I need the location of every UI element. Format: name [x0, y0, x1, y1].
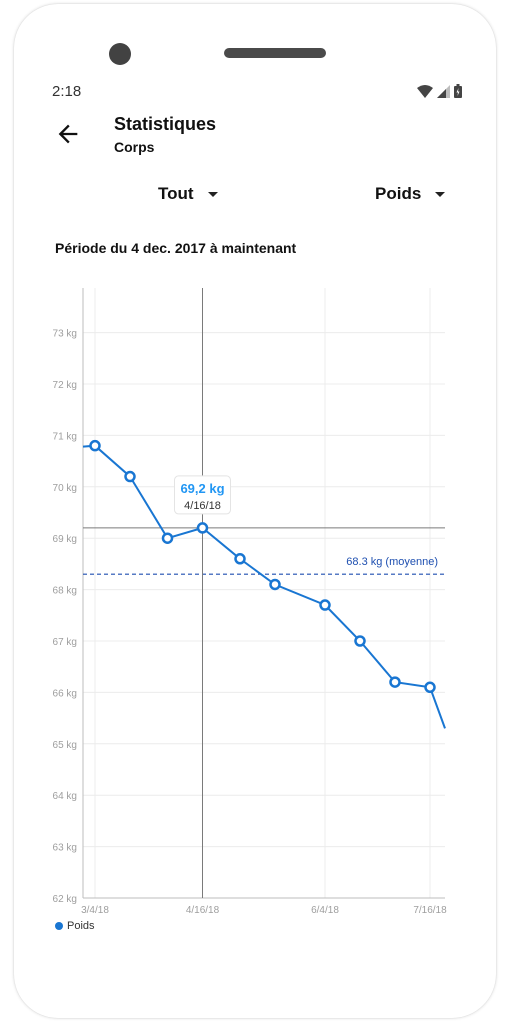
tooltip-value: 69,2 kg: [180, 481, 224, 496]
page-title: Statistiques: [114, 114, 217, 134]
battery-icon: [454, 84, 462, 98]
front-camera: [109, 43, 131, 65]
series-line-poids: [82, 444, 446, 729]
y-tick-label: 73 kg: [53, 329, 77, 340]
y-tick-label: 63 kg: [53, 843, 77, 854]
status-icons: [417, 84, 470, 98]
x-tick-label: 7/16/18: [413, 905, 447, 916]
back-arrow-icon[interactable]: [54, 120, 82, 148]
average-label: 68.3 kg (moyenne): [346, 556, 438, 568]
y-tick-label: 64 kg: [53, 791, 77, 802]
y-tick-label: 70 kg: [53, 483, 77, 494]
y-tick-label: 65 kg: [53, 740, 77, 751]
chevron-down-icon: [207, 191, 218, 197]
x-tick-label: 6/4/18: [311, 905, 339, 916]
period-dropdown[interactable]: Tout: [158, 182, 218, 206]
data-point: [161, 532, 174, 544]
chart-legend: Poids: [55, 920, 95, 932]
data-point: [196, 522, 209, 534]
app-bar: Statistiques Corps: [40, 102, 470, 166]
data-point: [389, 676, 401, 688]
data-point: [124, 470, 136, 483]
legend-marker: [55, 922, 63, 930]
cell-signal-icon: [437, 84, 450, 98]
metric-dropdown[interactable]: Poids: [375, 182, 446, 206]
page-subtitle: Corps: [114, 139, 155, 155]
y-tick-label: 66 kg: [53, 688, 77, 699]
data-point: [89, 439, 101, 452]
data-point: [354, 635, 366, 647]
x-tick-label: 3/4/18: [81, 905, 109, 916]
status-time: 2:18: [52, 82, 82, 100]
y-tick-label: 62 kg: [53, 894, 77, 905]
metric-dropdown-value: Poids: [375, 184, 422, 203]
data-point: [319, 599, 331, 611]
period-description: Période du 4 dec. 2017 à maintenant: [55, 240, 297, 256]
data-point: [424, 681, 436, 694]
y-tick-label: 71 kg: [53, 431, 77, 442]
legend-label: Poids: [67, 920, 95, 932]
status-bar: 2:18: [40, 80, 470, 102]
data-point: [234, 553, 246, 565]
tooltip-date: 4/16/18: [184, 500, 221, 512]
data-point: [269, 578, 281, 591]
wifi-icon: [417, 84, 433, 98]
weight-line-chart[interactable]: 62 kg 63 kg 64 kg 65 kg 66 kg 67 kg 68 kg 69 kg…: [40, 280, 470, 920]
earpiece-speaker: [224, 48, 326, 58]
tooltip-box: [174, 475, 231, 515]
x-tick-label: 4/16/18: [186, 905, 220, 916]
y-tick-label: 67 kg: [53, 637, 77, 648]
chevron-down-icon: [435, 191, 446, 197]
y-tick-label: 72 kg: [53, 380, 77, 391]
app-screen: Statistiques Corps Tout Poids Période du…: [40, 102, 470, 952]
period-dropdown-value: Tout: [158, 184, 194, 203]
y-tick-label: 69 kg: [53, 534, 77, 545]
y-tick-label: 68 kg: [53, 586, 77, 597]
